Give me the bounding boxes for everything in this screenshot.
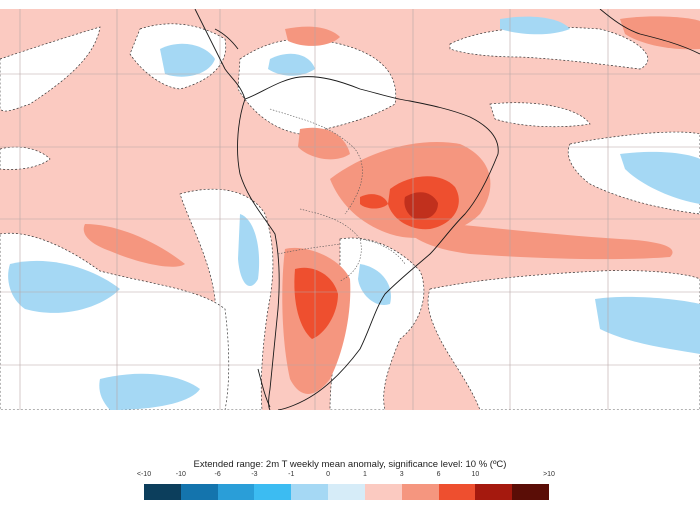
anomaly-map	[0, 9, 700, 410]
legend-tick-label: 1	[362, 471, 367, 478]
legend-tick-label: 3	[399, 471, 404, 478]
legend-tick-label: -1	[288, 471, 295, 478]
legend-swatch	[217, 484, 255, 500]
legend-swatch	[144, 484, 181, 500]
legend-swatch	[254, 484, 292, 500]
legend-tick-label: 6	[436, 471, 441, 478]
legend-tick-label: >10	[543, 471, 555, 478]
legend-tick-label: 0	[326, 471, 331, 478]
legend-tick-label: -10	[175, 471, 186, 478]
legend-swatch	[438, 484, 476, 500]
legend-caption: Extended range: 2m T weekly mean anomaly…	[193, 459, 507, 470]
legend-tick-label: <-10	[136, 471, 152, 478]
color-legend	[144, 484, 549, 500]
legend-tick-label: -3	[251, 471, 258, 478]
legend-swatch	[180, 484, 218, 500]
legend-swatch	[328, 484, 365, 500]
legend-tick-label: 10	[471, 471, 480, 478]
country-borders	[269, 108, 406, 282]
legend-tick-label: -6	[214, 471, 221, 478]
legend-swatch	[291, 484, 329, 500]
legend-swatch	[401, 484, 439, 500]
graticule	[0, 9, 700, 410]
coastlines	[194, 9, 700, 410]
legend-swatch	[512, 484, 549, 500]
legend-swatch	[364, 484, 402, 500]
cool-anomaly-areas	[8, 16, 700, 410]
legend-swatch	[475, 484, 513, 500]
legend-labels: <-10 -10 -6 -3 -1 0 1 3 6 10 >10	[0, 471, 700, 481]
